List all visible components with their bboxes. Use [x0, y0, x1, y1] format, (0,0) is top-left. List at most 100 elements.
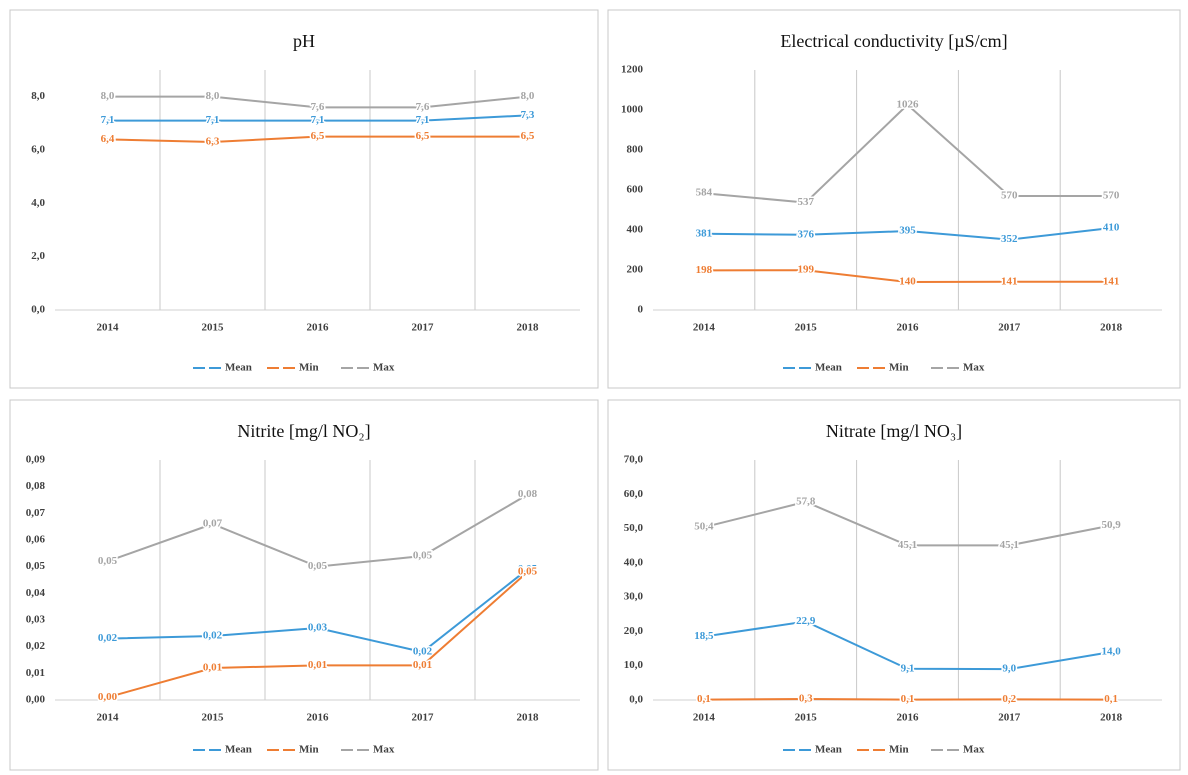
- data-label: 6,3: [206, 136, 220, 148]
- chart-title: pH: [293, 31, 315, 51]
- legend-label: Mean: [225, 362, 252, 374]
- data-label: 0,05: [308, 560, 328, 572]
- data-label: 584: [696, 187, 713, 199]
- series-line: [107, 95, 528, 109]
- legend-label: Max: [373, 744, 395, 756]
- data-label: 570: [1001, 190, 1018, 202]
- x-tick-label: 2018: [1100, 322, 1123, 334]
- data-label: 0,02: [203, 630, 223, 642]
- data-label: 7,1: [206, 114, 220, 126]
- y-tick-label: 30,0: [624, 591, 644, 603]
- legend-label: Max: [963, 744, 985, 756]
- data-label: 6,5: [521, 130, 535, 142]
- y-tick-label: 0,0: [629, 694, 643, 706]
- data-label: 7,1: [101, 114, 115, 126]
- data-label: 381: [696, 227, 713, 239]
- y-tick-label: 0,08: [26, 480, 46, 492]
- series-line: [107, 568, 529, 654]
- y-tick-label: 40,0: [624, 556, 644, 568]
- panel-frame: [9, 399, 599, 771]
- y-tick-label: 0,00: [26, 694, 46, 706]
- data-label: 0,01: [308, 659, 327, 671]
- y-tick-label: 50,0: [624, 522, 644, 534]
- data-label: 9,1: [901, 662, 915, 674]
- legend-label: Mean: [815, 744, 842, 756]
- y-tick-label: 0,07: [26, 507, 46, 519]
- data-label: 50,4: [694, 521, 714, 533]
- data-label: 0,05: [98, 555, 118, 567]
- data-label: 376: [797, 228, 814, 240]
- data-label: 57,8: [796, 495, 816, 507]
- data-label: 14,0: [1101, 646, 1121, 658]
- legend-label: Max: [373, 362, 395, 374]
- y-tick-label: 60,0: [624, 488, 644, 500]
- x-tick-label: 2015: [202, 712, 225, 724]
- series-line: [107, 493, 529, 568]
- y-tick-label: 800: [627, 144, 644, 156]
- data-label: 1026: [897, 98, 920, 110]
- data-label: 0,1: [901, 693, 915, 705]
- data-label: 8,0: [101, 90, 115, 102]
- data-label: 0,02: [413, 646, 433, 658]
- series-line: [703, 500, 1112, 547]
- y-tick-label: 0,05: [26, 560, 46, 572]
- series-line: [703, 227, 1112, 241]
- x-tick-label: 2017: [412, 322, 435, 334]
- data-label: 6,5: [311, 130, 325, 142]
- panel-frame: [607, 399, 1181, 771]
- x-tick-label: 2017: [412, 712, 435, 724]
- panel-frame: [9, 9, 599, 389]
- chart-panel: pH 0,0 2,0 4,0 6,0 8,0 2014 2015 2016 2017 2018 7,1…: [9, 9, 599, 389]
- data-label: 8,0: [521, 90, 535, 102]
- x-tick-label: 2018: [517, 322, 540, 334]
- data-label: 410: [1103, 222, 1120, 234]
- y-tick-label: 0,01: [26, 667, 45, 679]
- y-tick-label: 0,0: [31, 304, 45, 316]
- x-tick-label: 2016: [307, 322, 330, 334]
- data-label: 6,5: [416, 130, 430, 142]
- x-tick-label: 2014: [97, 322, 120, 334]
- data-label: 199: [797, 264, 814, 276]
- data-label: 7,1: [311, 114, 325, 126]
- data-label: 0,05: [518, 566, 538, 578]
- data-label: 0,08: [518, 488, 538, 500]
- data-label: 0,05: [413, 550, 433, 562]
- series-line: [107, 135, 528, 144]
- data-label: 6,4: [101, 133, 115, 145]
- data-label: 141: [1103, 275, 1120, 287]
- y-tick-label: 20,0: [624, 625, 644, 637]
- series-line: [703, 269, 1112, 284]
- data-label: 198: [696, 264, 713, 276]
- data-label: 0,02: [98, 632, 118, 644]
- y-tick-label: 200: [627, 264, 644, 276]
- data-label: 352: [1001, 233, 1018, 245]
- data-label: 7,6: [416, 101, 430, 113]
- data-label: 9,0: [1002, 663, 1016, 675]
- data-label: 7,1: [416, 114, 430, 126]
- data-label: 45,1: [898, 539, 917, 551]
- y-tick-label: 1000: [621, 104, 644, 116]
- data-label: 0,07: [203, 518, 223, 530]
- x-tick-label: 2017: [998, 322, 1021, 334]
- y-tick-label: 0,03: [26, 614, 46, 626]
- data-label: 141: [1001, 275, 1018, 287]
- x-tick-label: 2017: [998, 712, 1021, 724]
- y-tick-label: 0,06: [26, 534, 46, 546]
- legend-label: Min: [889, 362, 909, 374]
- data-label: 537: [797, 196, 814, 208]
- x-tick-label: 2015: [202, 322, 225, 334]
- legend-label: Min: [299, 744, 319, 756]
- y-tick-label: 10,0: [624, 659, 644, 671]
- chart-panel: Electrical conductivity [µS/cm] 0 200 400 60…: [607, 9, 1181, 389]
- y-tick-label: 0: [638, 304, 644, 316]
- x-tick-label: 2015: [795, 322, 818, 334]
- data-label: 0,01: [203, 662, 222, 674]
- data-label: 8,0: [206, 90, 220, 102]
- data-label: 0,3: [799, 693, 813, 705]
- series-line: [703, 620, 1112, 671]
- data-label: 18,5: [694, 630, 714, 642]
- y-tick-label: 70,0: [624, 454, 644, 466]
- data-label: 0,03: [308, 622, 328, 634]
- series-line: [703, 103, 1112, 204]
